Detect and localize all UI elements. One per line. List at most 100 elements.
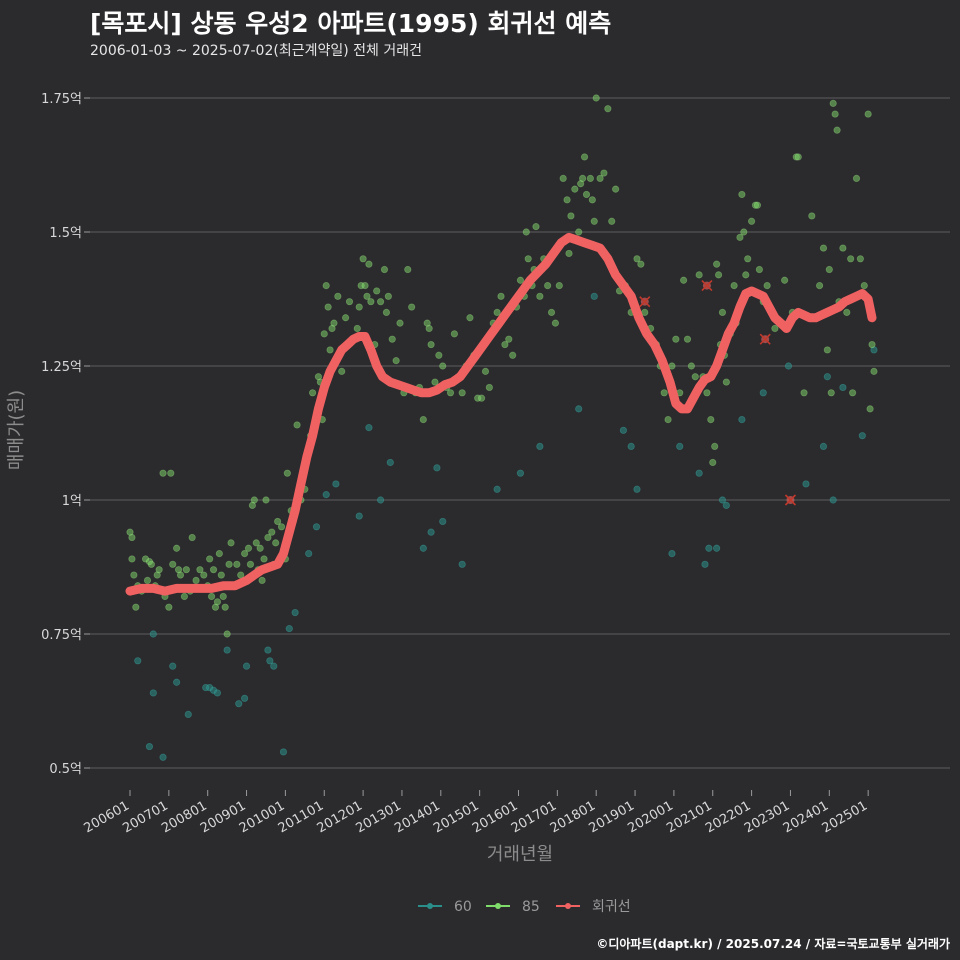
y-tick-label: 1억	[62, 494, 82, 509]
series-85-point	[709, 458, 717, 467]
series-60-point	[270, 662, 278, 670]
series-60-point	[590, 292, 598, 300]
series-85-point	[361, 281, 369, 290]
series-60-point	[668, 549, 676, 558]
series-85-point	[829, 99, 837, 107]
series-60-point	[701, 560, 709, 568]
series-85-point	[672, 335, 680, 343]
series-85-point	[431, 378, 439, 386]
series-60-point	[149, 689, 157, 697]
series-85-point	[664, 415, 672, 424]
series-60-points	[134, 292, 878, 761]
series-85-point	[755, 265, 763, 274]
series-60-point	[619, 426, 627, 434]
series-60-point	[145, 742, 154, 751]
series-85-point	[815, 281, 824, 290]
series-85-point	[130, 571, 138, 579]
series-85-point	[866, 405, 874, 413]
series-85-point	[718, 308, 727, 316]
series-85-point	[425, 324, 433, 333]
series-85-point	[450, 330, 458, 338]
series-85-point	[334, 292, 342, 300]
series-85-point	[147, 560, 155, 568]
series-85-point	[277, 523, 286, 531]
series-85-point	[559, 174, 567, 182]
series-85-point	[825, 265, 833, 274]
series-85-point	[182, 566, 190, 574]
series-85-point	[575, 228, 583, 236]
series-85-point	[547, 308, 556, 316]
series-85-point	[600, 169, 608, 177]
series-85-point	[711, 442, 719, 450]
series-60-point	[695, 469, 703, 477]
regression-path	[125, 232, 877, 596]
series-85-point	[219, 592, 227, 601]
series-85-point	[860, 281, 868, 290]
grid-lines	[90, 97, 950, 769]
series-85-point	[588, 196, 596, 204]
series-85-point	[493, 308, 501, 316]
page-title: [목포시] 상동 우성2 아파트(1995) 회귀선 예측	[90, 9, 612, 38]
series-85-point	[592, 94, 600, 102]
series-85-point	[740, 228, 748, 236]
series-85-point	[730, 281, 738, 290]
series-85-point	[404, 265, 412, 274]
cancelled-x-mark	[759, 333, 771, 345]
series-85-point	[781, 276, 789, 284]
series-85-point	[427, 340, 435, 349]
series-85-point	[200, 571, 208, 579]
regression-line	[125, 232, 877, 596]
series-85-point	[221, 603, 229, 611]
series-60-point	[235, 700, 243, 708]
series-85-point	[847, 255, 855, 263]
series-85-point	[843, 308, 851, 316]
series-85-point	[633, 255, 641, 263]
series-60-point	[718, 496, 727, 504]
series-60-point	[829, 496, 837, 504]
x-axis-title: 거래년월	[487, 844, 553, 865]
series-60-point	[738, 415, 746, 424]
series-85-point	[330, 319, 338, 327]
series-60-point	[322, 491, 330, 499]
y-tick-label: 1.75억	[41, 92, 82, 107]
series-85-point	[856, 255, 864, 263]
series-60-point	[173, 678, 181, 686]
series-85-point	[555, 281, 563, 290]
series-85-point	[173, 544, 181, 552]
series-85-point	[439, 362, 447, 370]
series-85-point	[680, 276, 688, 284]
series-85-point	[244, 544, 253, 552]
series-85-point	[612, 185, 620, 193]
series-60-point	[802, 480, 810, 488]
series-60-point	[493, 485, 501, 493]
series-85-point	[505, 335, 513, 343]
series-85-point	[567, 212, 575, 220]
series-60-point	[784, 362, 793, 370]
series-85-point	[683, 335, 692, 343]
series-60-point	[705, 544, 713, 552]
series-85-point	[532, 223, 540, 231]
series-85-point	[359, 255, 367, 263]
series-85-point	[687, 362, 695, 370]
series-85-point	[338, 367, 346, 375]
series-85-point	[742, 271, 750, 279]
legend-60-label: 60	[454, 899, 472, 915]
series-60-point	[365, 424, 373, 432]
series-85-point	[382, 308, 391, 316]
series-85-point	[419, 415, 427, 424]
series-60-point	[386, 458, 394, 467]
series-85-point	[213, 598, 222, 606]
series-60-point	[427, 528, 435, 536]
x-axis-ticks: 2006012007012008012009012010012011012012…	[82, 790, 870, 836]
series-85-point	[660, 389, 668, 397]
series-85-point	[373, 287, 381, 295]
series-60-point	[332, 480, 340, 488]
series-85-point	[342, 314, 350, 322]
series-85-point	[155, 566, 163, 574]
series-60-point	[633, 485, 641, 493]
x-tick-label: 202501	[820, 798, 870, 836]
series-85-point	[169, 560, 177, 568]
y-tick-label: 1.25억	[41, 360, 82, 375]
series-60-point	[713, 544, 721, 552]
series-60-point	[241, 694, 249, 702]
